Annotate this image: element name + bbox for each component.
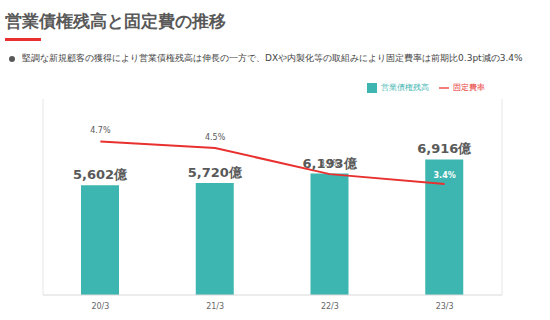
svg-text:6,193億: 6,193億 — [302, 156, 357, 171]
svg-text:3.4%: 3.4% — [434, 171, 456, 180]
html-text:営業債権残高: 営業債権残高 — [381, 83, 429, 92]
svg-text:4.5%: 4.5% — [205, 133, 226, 142]
svg-text:5,720億: 5,720億 — [188, 165, 243, 180]
html-text:固定費率: 固定費率 — [453, 83, 485, 92]
svg-text:20/3: 20/3 — [91, 302, 109, 311]
html-text:営業債権残高と固定費の推移: 営業債権残高と固定費の推移 — [5, 11, 226, 31]
svg-text:5,602億: 5,602億 — [73, 167, 128, 182]
html-text:堅調な新規顧客の獲得により営業債権残高は伸長の一方で、DXや: 堅調な新規顧客の獲得により営業債権残高は伸長の一方で、DXや内製化等の取組みによ… — [22, 53, 523, 63]
svg-text:3.7%: 3.7% — [320, 159, 341, 168]
svg-text:22/3: 22/3 — [321, 302, 339, 311]
svg-text:6,916億: 6,916億 — [417, 141, 472, 156]
svg-text:23/3: 23/3 — [436, 302, 454, 311]
svg-text:21/3: 21/3 — [206, 302, 224, 311]
svg-text:4.7%: 4.7% — [90, 126, 111, 135]
